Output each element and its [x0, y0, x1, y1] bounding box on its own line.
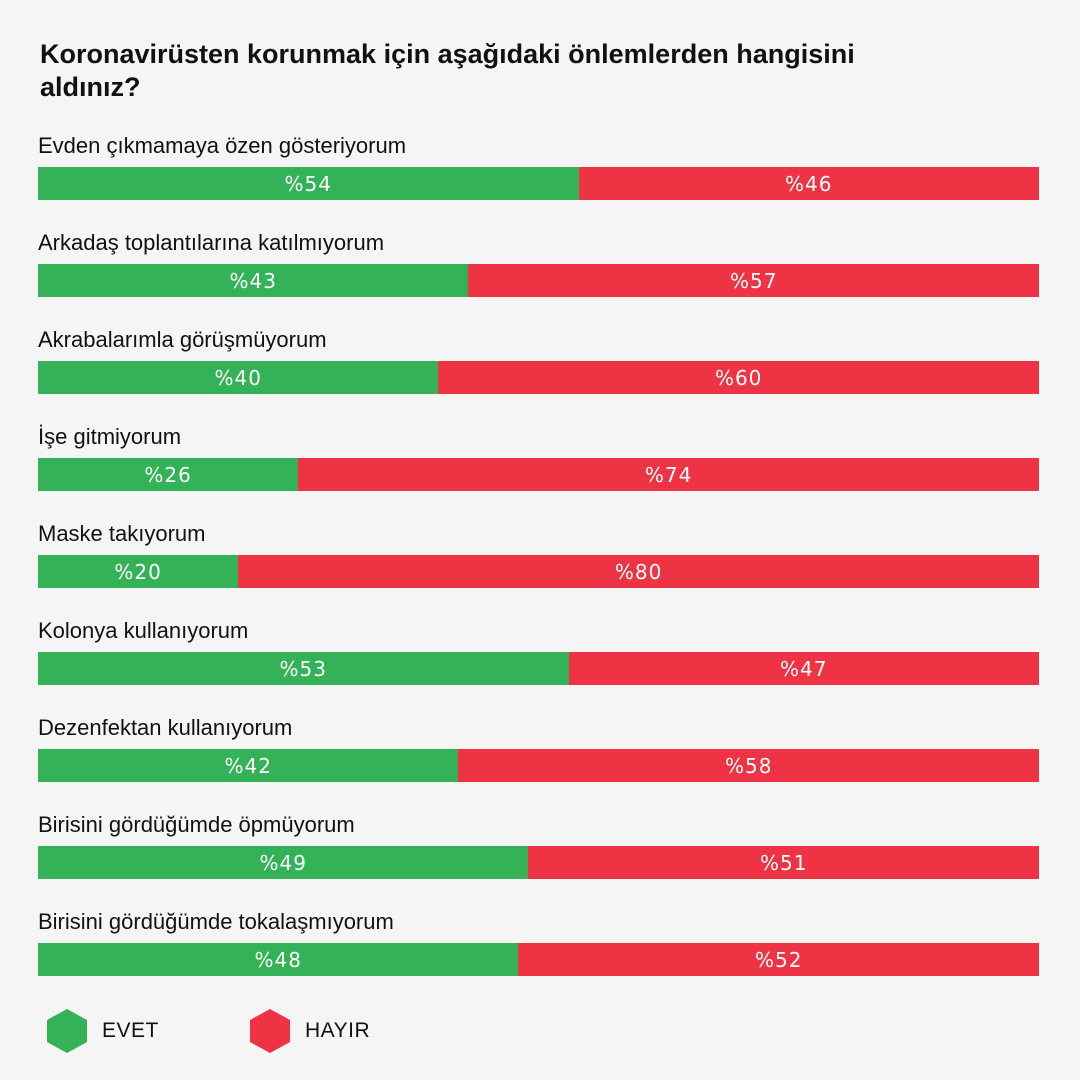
bar-row: Evden çıkmamaya özen gösteriyorum %54 %46: [38, 133, 1039, 200]
bar-segment-hayir: %52: [518, 943, 1039, 976]
data-label: %51: [760, 850, 808, 875]
bar-row: Maske takıyorum %20 %80: [38, 521, 1039, 588]
data-label: %20: [114, 559, 162, 584]
data-label: %49: [259, 850, 307, 875]
data-label: %26: [144, 462, 192, 487]
bar-segment-evet: %53: [38, 652, 569, 685]
stacked-bar: %49 %51: [38, 846, 1039, 879]
stacked-bar: %43 %57: [38, 264, 1039, 297]
legend-label-evet: EVET: [102, 1019, 159, 1042]
category-label: Arkadaş toplantılarına katılmıyorum: [38, 230, 385, 255]
bar-row: Birisini gördüğümde tokalaşmıyorum %48 %52: [38, 909, 1039, 976]
bar-segment-hayir: %80: [238, 555, 1039, 588]
category-label: Dezenfektan kullanıyorum: [38, 715, 293, 740]
bar-row: İşe gitmiyorum %26 %74: [38, 424, 1039, 491]
category-label: Maske takıyorum: [38, 521, 206, 546]
stacked-bar: %42 %58: [38, 749, 1039, 782]
bar-segment-evet: %54: [38, 167, 579, 200]
data-label: %46: [785, 171, 833, 196]
green-hexagon-icon: [47, 1009, 87, 1053]
data-label: %53: [279, 656, 327, 681]
stacked-bar: %26 %74: [38, 458, 1039, 491]
data-label: %42: [224, 753, 272, 778]
category-label: İşe gitmiyorum: [38, 424, 182, 449]
bar-segment-evet: %48: [38, 943, 519, 976]
category-label: Akrabalarımla görüşmüyorum: [38, 327, 327, 352]
stacked-bar: %48 %52: [38, 943, 1039, 976]
chart-title: Koronavirüsten korunmak için aşağıdaki ö…: [40, 39, 855, 102]
data-label: %52: [755, 947, 803, 972]
bar-segment-evet: %40: [38, 361, 439, 394]
stacked-bar: %40 %60: [38, 361, 1039, 394]
bar-segment-hayir: %57: [468, 264, 1039, 297]
data-label: %74: [644, 462, 693, 487]
stacked-bar: %20 %80: [38, 555, 1039, 588]
data-label: %40: [214, 365, 262, 390]
legend-item-evet: EVET: [45, 1006, 159, 1056]
red-hexagon-icon: [250, 1009, 290, 1053]
bar-segment-hayir: %47: [568, 652, 1039, 685]
bar-segment-hayir: %46: [578, 167, 1039, 200]
stacked-bar: %54 %46: [38, 167, 1039, 200]
bar-row: Dezenfektan kullanıyorum %42 %58: [38, 715, 1039, 782]
bar-segment-hayir: %74: [298, 458, 1039, 491]
data-label: %60: [714, 365, 763, 390]
legend-label-hayir: HAYIR: [305, 1019, 371, 1042]
bar-row: Birisini gördüğümde öpmüyorum %49 %51: [38, 812, 1039, 879]
bar-row: Arkadaş toplantılarına katılmıyorum %43 %5…: [38, 230, 1039, 297]
bar-segment-evet: %20: [38, 555, 239, 588]
bar-row: Kolonya kullanıyorum %53 %47: [38, 618, 1039, 685]
bar-segment-hayir: %60: [438, 361, 1039, 394]
bar-segment-hayir: %51: [528, 846, 1039, 879]
data-label: %54: [284, 171, 332, 196]
data-label: %58: [724, 753, 773, 778]
data-label: %43: [229, 268, 277, 293]
data-label: %47: [780, 656, 828, 681]
stacked-bar: %53 %47: [38, 652, 1039, 685]
category-label: Evden çıkmamaya özen gösteriyorum: [38, 133, 407, 158]
bar-segment-evet: %43: [38, 264, 469, 297]
data-label: %57: [729, 268, 778, 293]
bar-row: Akrabalarımla görüşmüyorum %40 %60: [38, 327, 1039, 394]
data-label: %80: [614, 559, 663, 584]
category-label: Birisini gördüğümde tokalaşmıyorum: [38, 909, 394, 934]
bar-segment-evet: %42: [38, 749, 459, 782]
data-label: %48: [254, 947, 302, 972]
legend-item-hayir: HAYIR: [248, 1006, 370, 1056]
category-label: Kolonya kullanıyorum: [38, 618, 249, 643]
bar-segment-evet: %26: [38, 458, 299, 491]
category-label: Birisini gördüğümde öpmüyorum: [38, 812, 355, 837]
bar-segment-evet: %49: [38, 846, 529, 879]
bar-segment-hayir: %58: [458, 749, 1039, 782]
